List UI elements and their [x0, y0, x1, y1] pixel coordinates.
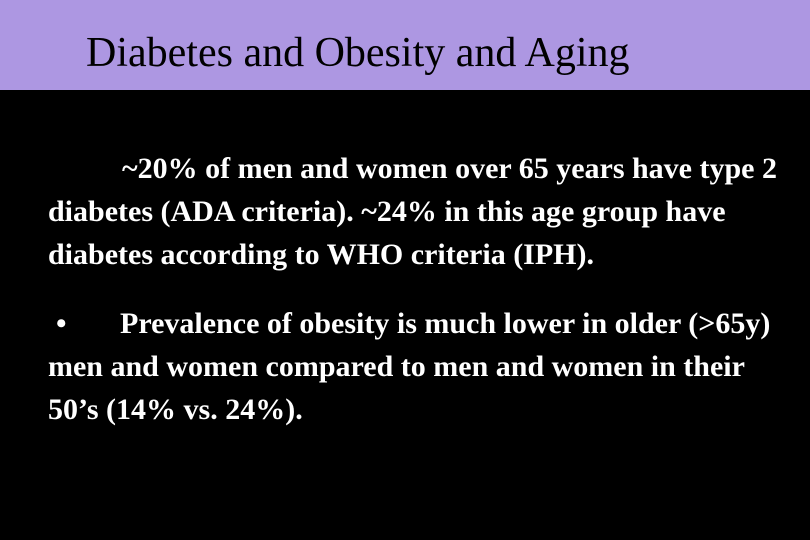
- bullet-text: Prevalence of obesity is much lower in o…: [48, 307, 771, 426]
- bullet-obesity-prevalence: • Prevalence of obesity is much lower in …: [48, 302, 793, 431]
- bullet-icon: •: [56, 307, 67, 340]
- title-bar: Diabetes and Obesity and Aging: [0, 0, 810, 90]
- paragraph-text: ~20% of men and women over 65 years have…: [48, 152, 777, 271]
- slide-title: Diabetes and Obesity and Aging: [86, 30, 630, 76]
- paragraph-diabetes-prevalence: ~20% of men and women over 65 years have…: [48, 147, 793, 276]
- slide-body: ~20% of men and women over 65 years have…: [48, 147, 793, 431]
